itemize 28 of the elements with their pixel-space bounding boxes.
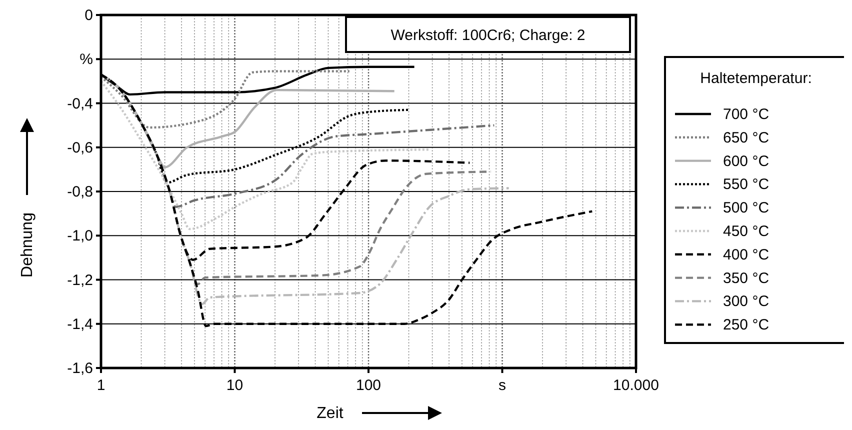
y-tick-label: -1,4 <box>67 316 93 333</box>
x-axis-title: Zeit <box>316 405 344 422</box>
y-tick-label: -1,2 <box>67 272 93 289</box>
y-tick-label: % <box>80 51 93 68</box>
x-tick-label: 1 <box>96 377 106 394</box>
y-tick-label: -0,8 <box>67 184 93 200</box>
legend-label: 550 °C <box>723 176 770 194</box>
legend-label: 500 °C <box>723 200 770 217</box>
legend-label: 600 °C <box>723 152 770 170</box>
y-tick-label: -0,6 <box>67 139 93 156</box>
y-tick-label: -0,4 <box>67 95 93 112</box>
x-tick-label: 100 <box>356 377 382 394</box>
legend-title: Haltetemperatur: <box>700 70 812 87</box>
legend-label: 450 °C <box>723 223 770 240</box>
y-axis-title: Dehnung <box>19 212 36 278</box>
y-tick-label: -1,0 <box>67 228 93 245</box>
x-tick-label: s <box>498 377 506 394</box>
annotation: Werkstoff: 100Cr6; Charge: 2 <box>390 27 586 44</box>
x-tick-label: 10.000 <box>613 377 659 394</box>
x-tick-label: 10 <box>226 377 244 394</box>
legend-label: 300 °C <box>723 293 770 310</box>
legend-label: 700 °C <box>723 106 770 123</box>
y-tick-label: -1,6 <box>67 360 93 377</box>
legend-label: 250 °C <box>723 316 770 334</box>
y-tick-label: 0 <box>84 7 93 24</box>
legend-label: 650 °C <box>723 129 770 146</box>
legend-label: 400 °C <box>723 246 770 264</box>
legend-label: 350 °C <box>723 270 770 287</box>
